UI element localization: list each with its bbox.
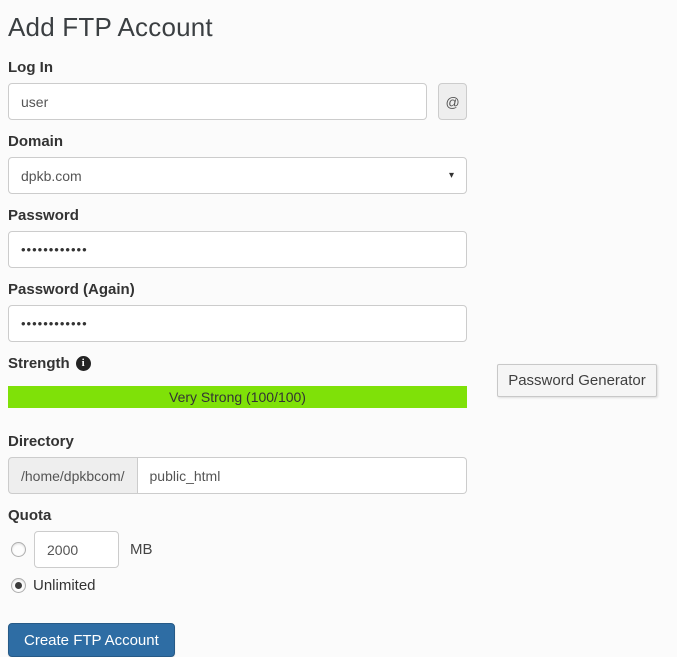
domain-label: Domain	[8, 133, 64, 150]
password-group: Password	[8, 207, 467, 268]
quota-label: Quota	[8, 507, 52, 524]
password-label: Password	[8, 207, 79, 224]
at-sign-icon: @	[445, 93, 460, 110]
password-again-label: Password (Again)	[8, 281, 135, 298]
strength-label: Strength	[8, 355, 70, 372]
dropdown-caret-icon: ▾	[448, 169, 454, 181]
quota-group: Quota MB Unlimited	[8, 507, 467, 594]
quota-unit-label: MB	[130, 541, 153, 558]
quota-unlimited-row: Unlimited	[8, 577, 467, 594]
quota-limited-row: MB	[8, 531, 467, 568]
password-again-group: Password (Again)	[8, 281, 467, 342]
login-input[interactable]	[8, 83, 428, 120]
at-sign-addon: @	[438, 83, 467, 120]
domain-select[interactable]: dpkb.com ▾	[8, 157, 467, 194]
create-ftp-account-button[interactable]: Create FTP Account	[8, 623, 175, 657]
add-ftp-account-page: Add FTP Account Log In @ Domain dpkb.com…	[8, 12, 657, 657]
strength-group: Strength i Very Strong (100/100)	[8, 355, 467, 408]
quota-unlimited-radio[interactable]	[11, 578, 26, 593]
directory-prefix: /home/dpkbcom/	[8, 457, 138, 494]
domain-group: Domain dpkb.com ▾	[8, 133, 467, 194]
directory-input[interactable]	[137, 457, 467, 494]
domain-selected-value: dpkb.com	[21, 167, 82, 184]
password-input[interactable]	[8, 231, 467, 268]
page-title: Add FTP Account	[8, 12, 213, 42]
login-group: Log In @	[8, 59, 467, 120]
quota-limited-radio[interactable]	[11, 542, 26, 557]
login-label: Log In	[8, 59, 53, 76]
password-generator-button[interactable]: Password Generator	[497, 364, 657, 397]
info-icon[interactable]: i	[75, 356, 91, 371]
strength-meter: Very Strong (100/100)	[8, 386, 467, 408]
directory-group: Directory /home/dpkbcom/	[8, 433, 467, 494]
ftp-account-form: Log In @ Domain dpkb.com ▾ Password Pass…	[8, 59, 467, 657]
directory-label: Directory	[8, 433, 74, 450]
password-again-input[interactable]	[8, 305, 467, 342]
quota-value-input[interactable]	[34, 531, 119, 568]
quota-unlimited-label[interactable]: Unlimited	[33, 577, 96, 594]
